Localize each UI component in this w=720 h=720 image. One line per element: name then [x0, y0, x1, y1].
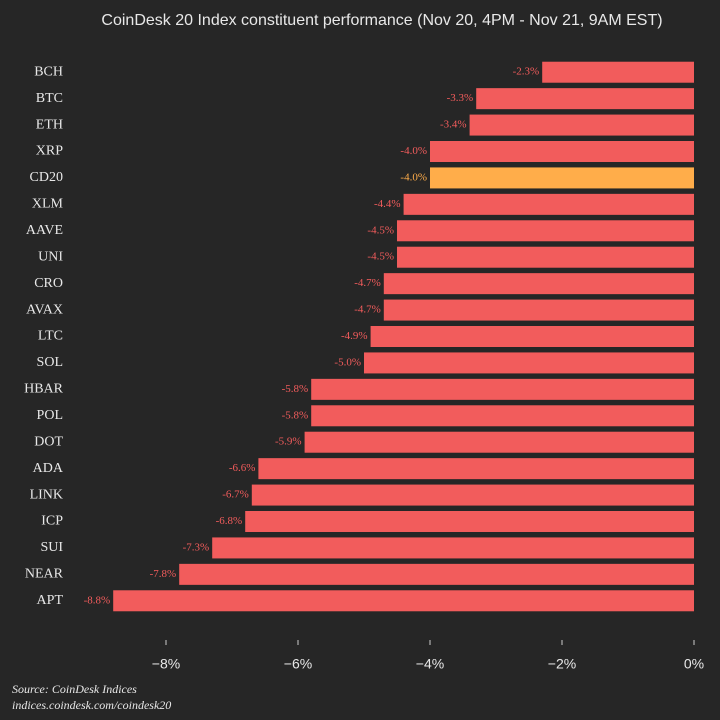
bar — [364, 352, 694, 374]
x-tick-label: −8% — [152, 656, 180, 672]
bar — [251, 484, 695, 506]
value-label: -6.7% — [222, 489, 249, 501]
bar — [430, 167, 694, 189]
y-tick-label: APT — [37, 593, 64, 608]
value-label: -5.8% — [282, 409, 309, 421]
y-tick-label: ADA — [33, 461, 64, 476]
y-tick-label: UNI — [38, 249, 63, 264]
y-tick-label: XLM — [32, 197, 64, 212]
y-tick-label: DOT — [34, 434, 63, 449]
value-label: -7.3% — [183, 541, 210, 553]
bar — [403, 193, 694, 215]
bar — [469, 114, 694, 136]
y-tick-label: BTC — [36, 91, 63, 106]
chart-title: CoinDesk 20 Index constituent performanc… — [101, 12, 662, 29]
bar — [370, 326, 694, 347]
bar — [397, 220, 694, 242]
value-label: -8.8% — [84, 594, 111, 606]
y-tick-label: CRO — [34, 276, 63, 291]
value-label: -4.0% — [400, 145, 427, 157]
value-label: -7.8% — [150, 568, 177, 580]
value-label: -6.6% — [229, 462, 256, 474]
value-label: -4.5% — [367, 251, 394, 263]
value-label: -5.8% — [282, 383, 309, 395]
value-label: -4.9% — [341, 330, 368, 342]
x-tick-label: −6% — [284, 656, 312, 672]
y-tick-label: LINK — [30, 487, 63, 502]
y-tick-label: NEAR — [25, 567, 64, 582]
y-tick-label: LTC — [38, 329, 63, 344]
source-text: Source: CoinDesk Indices — [12, 682, 137, 696]
value-label: -2.3% — [513, 66, 540, 78]
bar — [245, 511, 694, 532]
value-label: -3.3% — [447, 92, 474, 104]
bar — [212, 537, 694, 559]
y-tick-label: ETH — [36, 117, 63, 132]
y-tick-label: BCH — [34, 64, 63, 79]
bar — [476, 88, 694, 110]
value-label: -4.0% — [400, 171, 427, 183]
y-tick-label: SOL — [37, 355, 63, 370]
bar — [258, 458, 694, 480]
bar — [311, 405, 694, 427]
y-tick-label: XRP — [36, 144, 63, 159]
bar — [311, 378, 694, 400]
y-tick-label: AVAX — [26, 302, 63, 317]
value-label: -4.7% — [354, 277, 381, 289]
bar — [179, 563, 694, 585]
value-label: -5.0% — [334, 356, 361, 368]
x-tick-label: −2% — [548, 656, 576, 672]
value-label: -4.4% — [374, 198, 401, 210]
y-tick-label: HBAR — [24, 382, 64, 397]
source-link: indices.coindesk.com/coindesk20 — [12, 698, 171, 712]
value-label: -4.5% — [367, 224, 394, 236]
y-tick-label: POL — [37, 408, 63, 423]
y-tick-label: ICP — [41, 514, 63, 529]
bar — [304, 431, 694, 453]
x-tick-label: 0% — [684, 656, 704, 672]
value-label: -4.7% — [354, 304, 381, 316]
bar — [383, 273, 694, 295]
y-tick-label: SUI — [40, 540, 63, 555]
y-tick-label: CD20 — [30, 170, 63, 185]
bar — [542, 61, 694, 83]
bar — [113, 590, 694, 612]
value-label: -5.9% — [275, 436, 302, 448]
value-label: -3.4% — [440, 119, 467, 131]
bar — [383, 299, 694, 321]
bar — [397, 246, 694, 268]
x-tick-label: −4% — [416, 656, 444, 672]
bar — [430, 141, 694, 162]
y-tick-label: AAVE — [26, 223, 63, 238]
value-label: -6.8% — [216, 515, 243, 527]
